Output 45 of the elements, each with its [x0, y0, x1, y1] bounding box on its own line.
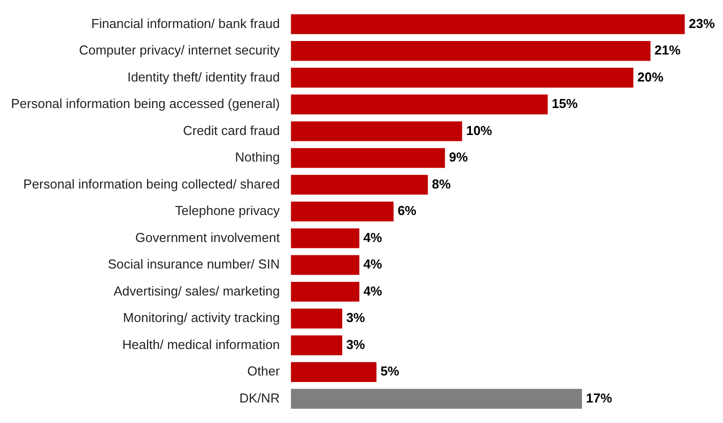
y-tick-label: Financial information/ bank fraud — [91, 16, 280, 31]
data-label: 10% — [466, 122, 493, 138]
data-label: 6% — [398, 203, 417, 218]
bar — [290, 308, 342, 328]
y-tick-label: Personal information being accessed (general) — [10, 96, 280, 112]
data-label: 4% — [363, 283, 383, 298]
data-label: 8% — [432, 176, 452, 192]
data-label: 17% — [586, 390, 612, 406]
bar — [290, 228, 360, 248]
y-tick-label: Government involvement — [135, 230, 280, 245]
bar — [290, 14, 685, 34]
y-tick-label: Monitoring/ activity tracking — [123, 310, 280, 326]
y-tick-label: Nothing — [235, 150, 280, 165]
data-label: 4% — [363, 230, 383, 245]
y-tick-label: Credit card fraud — [182, 122, 280, 138]
data-label: 15% — [552, 96, 578, 112]
data-label: 3% — [346, 310, 366, 326]
bar — [290, 255, 360, 275]
bar — [290, 94, 548, 114]
y-tick-label: Health/ medical information — [122, 336, 280, 352]
data-label: 21% — [654, 42, 681, 58]
bar — [290, 68, 634, 88]
y-tick-label: Identity theft/ identity fraud — [127, 69, 280, 84]
bar — [290, 335, 342, 356]
y-tick-label: Computer privacy/ internet security — [78, 42, 280, 58]
bar — [290, 121, 462, 142]
bar — [290, 362, 376, 382]
bar — [290, 202, 394, 222]
bar — [290, 41, 650, 61]
y-tick-label: Telephone privacy — [175, 203, 280, 218]
bar — [290, 174, 428, 195]
data-label: 4% — [363, 256, 383, 272]
data-label: 3% — [346, 336, 366, 352]
data-label: 20% — [637, 69, 664, 84]
bar — [290, 282, 360, 302]
bar — [290, 388, 582, 409]
data-label: 23% — [688, 16, 716, 31]
y-tick-label: Personal information being collected/ shared — [23, 176, 280, 192]
y-tick-label: Other — [247, 364, 280, 379]
y-tick-label: DK/NR — [239, 390, 280, 406]
y-tick-label: Social insurance number/ SIN — [108, 256, 280, 272]
data-label: 5% — [380, 364, 400, 379]
y-tick-label: Advertising/ sales/ marketing — [114, 283, 280, 298]
data-label: 9% — [448, 150, 468, 165]
bar — [290, 148, 445, 168]
